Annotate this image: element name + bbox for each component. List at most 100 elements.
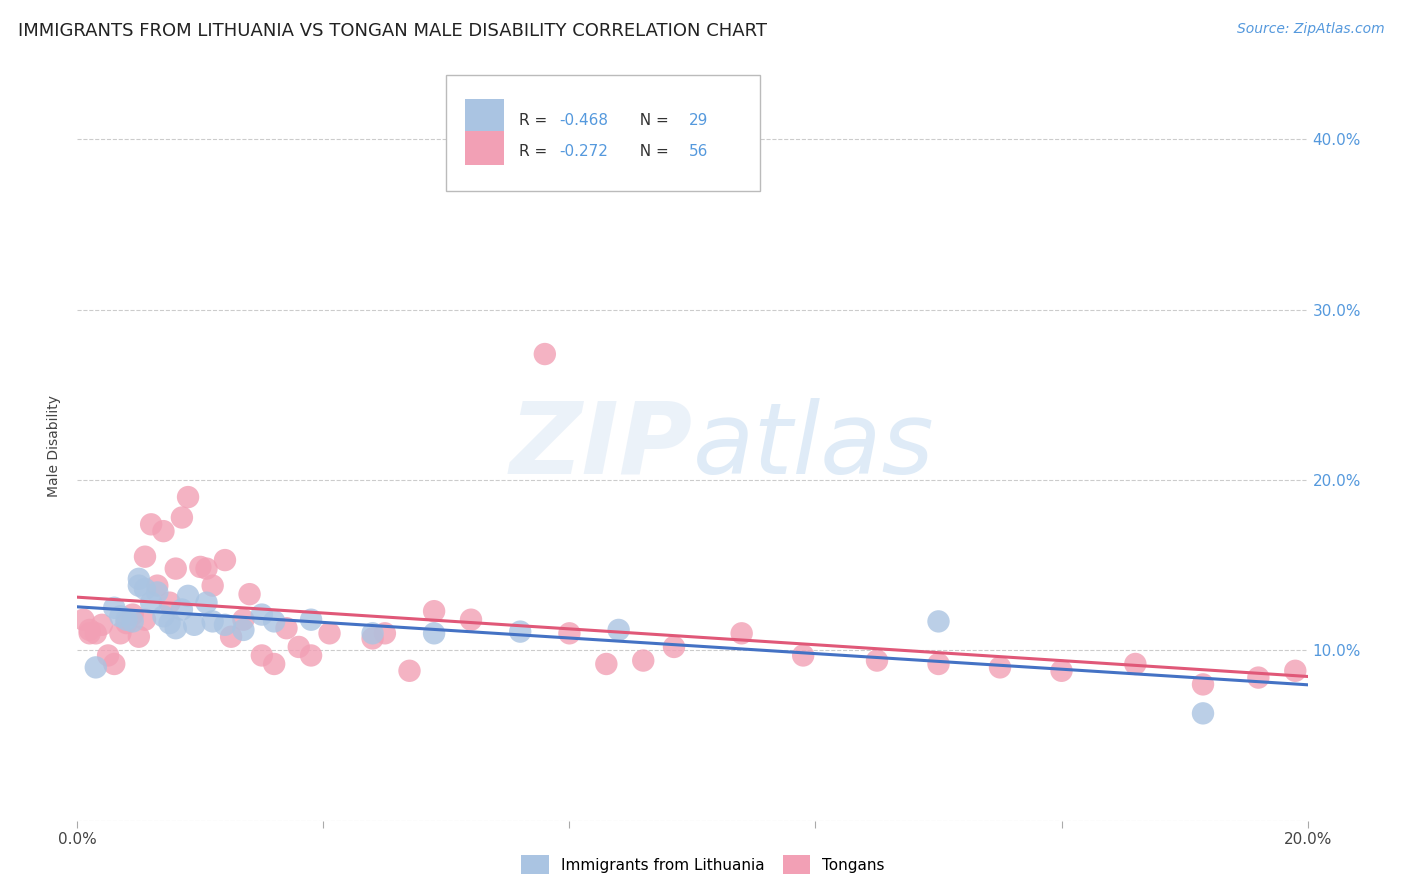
Point <box>263 615 285 629</box>
Point <box>928 657 950 671</box>
Bar <box>465 130 505 165</box>
Point <box>374 626 396 640</box>
Point <box>1247 671 1270 685</box>
Point <box>115 613 138 627</box>
Point <box>214 553 236 567</box>
Point <box>361 632 384 646</box>
Point <box>90 617 114 632</box>
Point <box>146 579 169 593</box>
Point <box>299 613 322 627</box>
Point <box>134 549 156 564</box>
Point <box>607 623 630 637</box>
Legend: Immigrants from Lithuania, Tongans: Immigrants from Lithuania, Tongans <box>515 849 891 880</box>
Point <box>170 510 193 524</box>
Point <box>152 609 174 624</box>
Point <box>110 626 132 640</box>
Point <box>239 587 262 601</box>
Point <box>534 347 557 361</box>
Point <box>509 624 531 639</box>
Point <box>423 604 446 618</box>
Point <box>177 490 200 504</box>
Point <box>134 582 156 596</box>
Point <box>121 607 143 622</box>
Point <box>318 626 340 640</box>
Point <box>423 626 446 640</box>
Point <box>299 648 322 663</box>
Point <box>460 613 482 627</box>
Text: atlas: atlas <box>693 398 934 494</box>
Point <box>201 579 224 593</box>
Point <box>134 613 156 627</box>
Point <box>250 607 273 622</box>
Text: Source: ZipAtlas.com: Source: ZipAtlas.com <box>1237 22 1385 37</box>
Point <box>141 596 163 610</box>
Point <box>988 660 1011 674</box>
Point <box>188 560 212 574</box>
Point <box>1284 664 1306 678</box>
Point <box>928 615 950 629</box>
Text: R =: R = <box>519 112 553 128</box>
Text: N =: N = <box>630 144 673 159</box>
Point <box>731 626 754 640</box>
Point <box>72 613 94 627</box>
Text: -0.468: -0.468 <box>560 112 609 128</box>
Point <box>232 623 254 637</box>
Point <box>152 524 174 538</box>
Text: ZIP: ZIP <box>509 398 693 494</box>
Point <box>214 617 236 632</box>
Point <box>128 630 150 644</box>
Text: IMMIGRANTS FROM LITHUANIA VS TONGAN MALE DISABILITY CORRELATION CHART: IMMIGRANTS FROM LITHUANIA VS TONGAN MALE… <box>18 22 768 40</box>
Point <box>558 626 581 640</box>
Point <box>1192 677 1215 691</box>
Point <box>121 615 143 629</box>
Point <box>177 589 200 603</box>
Point <box>170 602 193 616</box>
Point <box>79 623 101 637</box>
Point <box>398 664 420 678</box>
Point <box>1125 657 1147 671</box>
Point <box>1327 660 1350 674</box>
Point <box>159 596 181 610</box>
Point <box>288 640 311 654</box>
Point <box>792 648 814 663</box>
Y-axis label: Male Disability: Male Disability <box>48 395 62 497</box>
Point <box>195 561 218 575</box>
Point <box>595 657 617 671</box>
Text: N =: N = <box>630 112 673 128</box>
Point <box>79 626 101 640</box>
Point <box>263 657 285 671</box>
Point <box>159 616 181 631</box>
Point <box>866 654 889 668</box>
Point <box>1389 699 1406 714</box>
Point <box>84 660 107 674</box>
Point <box>250 648 273 663</box>
Point <box>183 617 205 632</box>
Point <box>103 657 125 671</box>
Point <box>1050 664 1073 678</box>
Point <box>146 585 169 599</box>
Point <box>128 572 150 586</box>
Point <box>232 613 254 627</box>
Bar <box>465 99 505 134</box>
Point <box>361 626 384 640</box>
Point <box>103 600 125 615</box>
Text: -0.272: -0.272 <box>560 144 609 159</box>
Point <box>276 621 298 635</box>
Text: 29: 29 <box>689 112 709 128</box>
Point <box>115 616 138 631</box>
Point <box>128 579 150 593</box>
Point <box>165 561 187 575</box>
Point <box>195 596 218 610</box>
Text: R =: R = <box>519 144 553 159</box>
Point <box>201 615 224 629</box>
Point <box>1192 706 1215 721</box>
Point <box>165 621 187 635</box>
Point <box>633 654 655 668</box>
Text: 56: 56 <box>689 144 709 159</box>
Point <box>84 626 107 640</box>
Point <box>662 640 685 654</box>
Point <box>219 630 242 644</box>
Point <box>1358 660 1381 674</box>
FancyBboxPatch shape <box>447 75 761 191</box>
Point <box>97 648 120 663</box>
